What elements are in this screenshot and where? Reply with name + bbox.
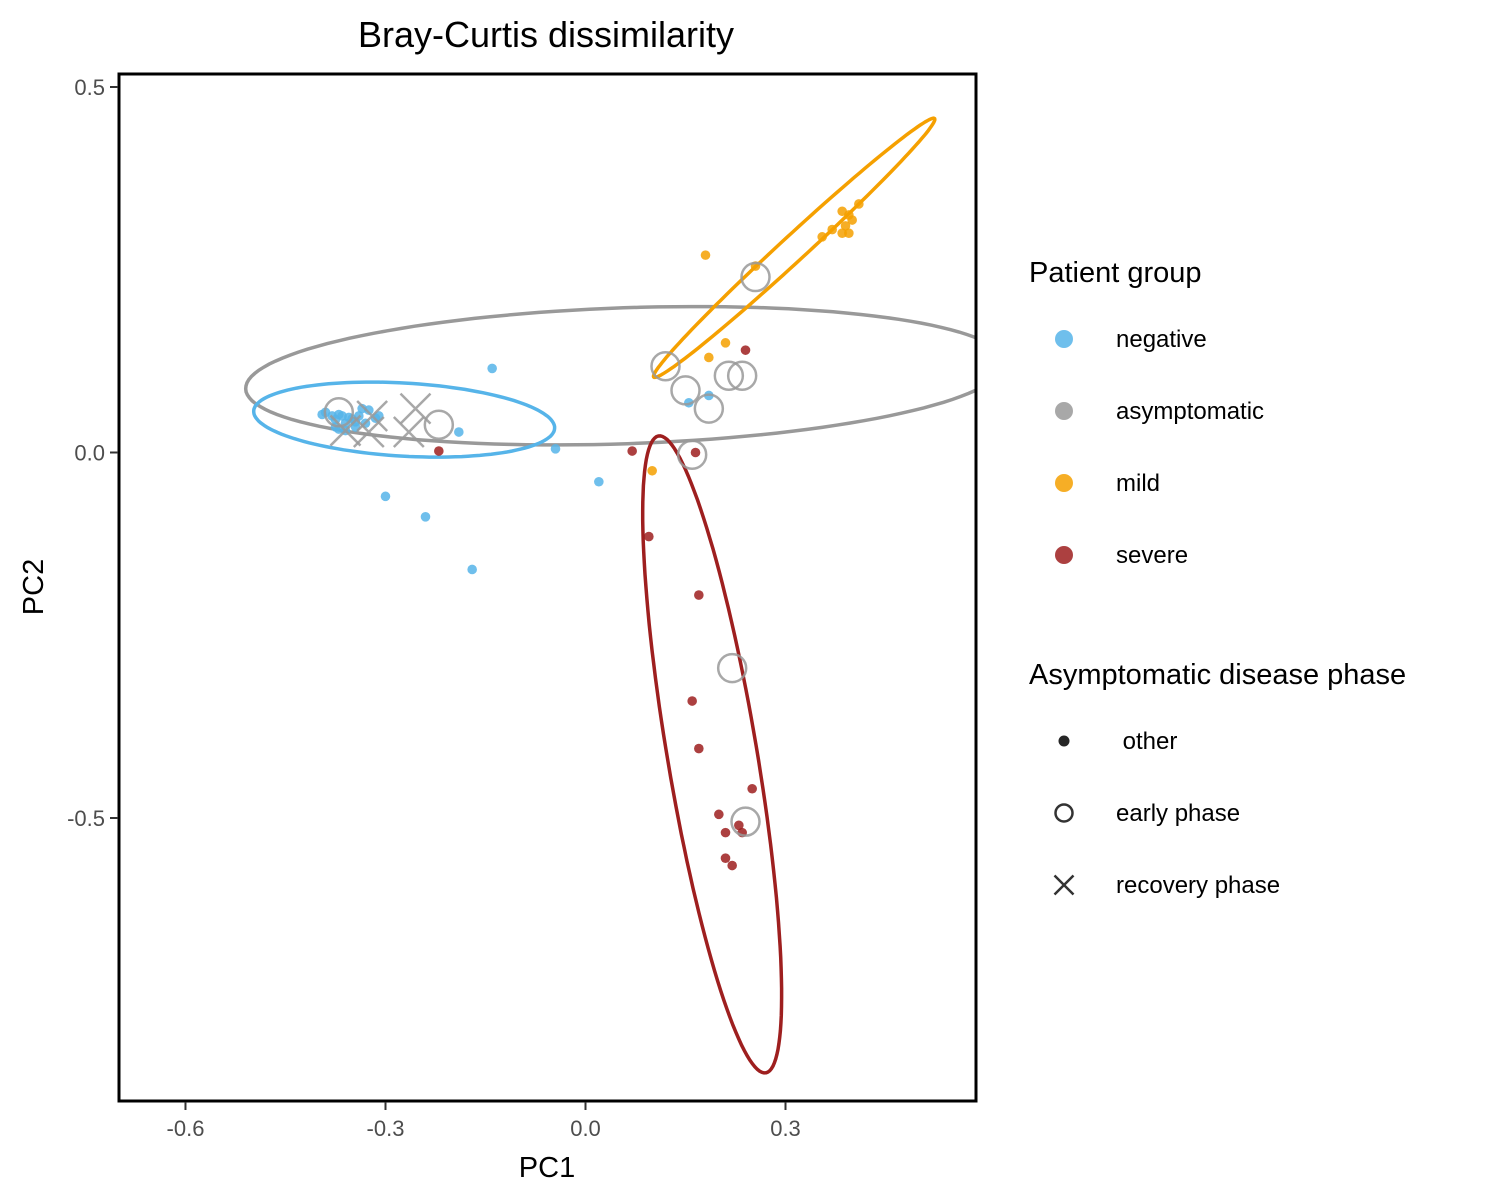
legend-key-early bbox=[1054, 803, 1074, 823]
point-severe bbox=[687, 696, 697, 706]
ellipse-mild bbox=[651, 116, 937, 380]
point-asymptomatic-early bbox=[713, 360, 745, 391]
point-severe bbox=[690, 447, 701, 458]
legend-label: early phase bbox=[1116, 800, 1240, 827]
point-mild bbox=[700, 250, 711, 260]
y-axis-title: PC2 bbox=[18, 559, 50, 615]
legend-label: negative bbox=[1116, 326, 1207, 353]
point-severe bbox=[694, 743, 704, 754]
legend-key-other bbox=[1058, 735, 1070, 747]
point-asymptomatic-early bbox=[670, 375, 701, 406]
x-tick-label: 0.0 bbox=[570, 1116, 601, 1141]
legend-label: severe bbox=[1116, 542, 1188, 569]
y-tick-label: 0.5 bbox=[74, 75, 105, 100]
point-asymptomatic-early bbox=[676, 439, 708, 470]
point-negative bbox=[594, 476, 604, 487]
legend-key-negative bbox=[1055, 330, 1073, 348]
y-axis: 0.5 0.0 -0.5 bbox=[67, 75, 118, 831]
legend-key-severe bbox=[1055, 546, 1073, 564]
legend-key-asymptomatic bbox=[1055, 402, 1073, 420]
point-severe bbox=[644, 531, 654, 542]
point-mild bbox=[647, 465, 657, 476]
point-mild bbox=[837, 206, 847, 217]
point-mild bbox=[847, 215, 857, 225]
point-severe bbox=[747, 783, 757, 794]
point-severe bbox=[434, 446, 444, 456]
legend-key-mild bbox=[1055, 474, 1073, 492]
point-asymptomatic-early bbox=[650, 350, 681, 382]
legend: Patient group negative asymptomatic mild sev… bbox=[1029, 257, 1406, 899]
x-tick-label: -0.3 bbox=[367, 1116, 405, 1141]
point-mild bbox=[827, 224, 837, 235]
point-mild bbox=[817, 232, 827, 242]
point-asymptomatic-early bbox=[726, 360, 758, 391]
point-asymptomatic-early bbox=[693, 393, 725, 424]
ellipse-asymptomatic bbox=[243, 304, 976, 447]
point-asymptomatic-early bbox=[716, 652, 748, 684]
legend-label: other bbox=[1116, 728, 1177, 755]
ellipse-negative bbox=[251, 380, 557, 459]
point-negative bbox=[467, 564, 477, 575]
data-points bbox=[317, 199, 864, 871]
point-mild bbox=[720, 338, 731, 348]
point-severe bbox=[727, 860, 737, 871]
point-severe bbox=[740, 345, 751, 355]
point-negative bbox=[420, 512, 431, 522]
ellipse-severe bbox=[640, 434, 784, 1075]
x-axis: -0.6 -0.3 0.0 0.3 bbox=[167, 1102, 801, 1141]
point-asymptomatic-recovery bbox=[356, 400, 389, 432]
legend-label: recovery phase bbox=[1116, 872, 1280, 899]
legend-label: mild bbox=[1116, 470, 1160, 497]
point-mild bbox=[854, 199, 864, 209]
point-negative bbox=[487, 363, 497, 374]
point-mild bbox=[704, 352, 714, 363]
point-asymptomatic-early bbox=[423, 409, 455, 440]
legend-title: Asymptomatic disease phase bbox=[1029, 659, 1406, 691]
point-mild bbox=[844, 228, 854, 238]
point-severe bbox=[694, 590, 704, 600]
point-negative bbox=[380, 491, 391, 502]
point-severe bbox=[720, 853, 731, 864]
legend-title: Patient group bbox=[1029, 257, 1202, 289]
plot-panel-border bbox=[117, 72, 978, 1103]
point-severe bbox=[627, 446, 637, 456]
point-asymptomatic-early bbox=[323, 397, 355, 428]
chart-title: Bray-Curtis dissimilarity bbox=[358, 14, 734, 55]
point-asymptomatic-early bbox=[740, 261, 771, 293]
y-tick-label: -0.5 bbox=[67, 806, 105, 831]
confidence-ellipses bbox=[243, 116, 976, 1075]
x-tick-label: -0.6 bbox=[167, 1116, 205, 1141]
point-negative bbox=[364, 405, 374, 415]
point-asymptomatic-recovery bbox=[399, 392, 432, 425]
point-mild bbox=[840, 221, 851, 231]
x-tick-label: 0.3 bbox=[770, 1116, 801, 1141]
point-asymptomatic-recovery bbox=[392, 416, 425, 448]
point-asymptomatic-recovery bbox=[329, 414, 362, 447]
point-severe bbox=[720, 827, 731, 838]
point-severe bbox=[714, 809, 724, 820]
x-axis-title: PC1 bbox=[519, 1152, 575, 1184]
point-asymptomatic-early bbox=[730, 806, 761, 837]
point-mild bbox=[837, 228, 847, 238]
point-negative bbox=[550, 444, 561, 454]
legend-label: asymptomatic bbox=[1116, 398, 1264, 425]
point-negative bbox=[454, 427, 464, 437]
legend-key-recovery bbox=[1053, 874, 1075, 896]
y-tick-label: 0.0 bbox=[74, 441, 105, 466]
point-severe bbox=[734, 820, 744, 831]
